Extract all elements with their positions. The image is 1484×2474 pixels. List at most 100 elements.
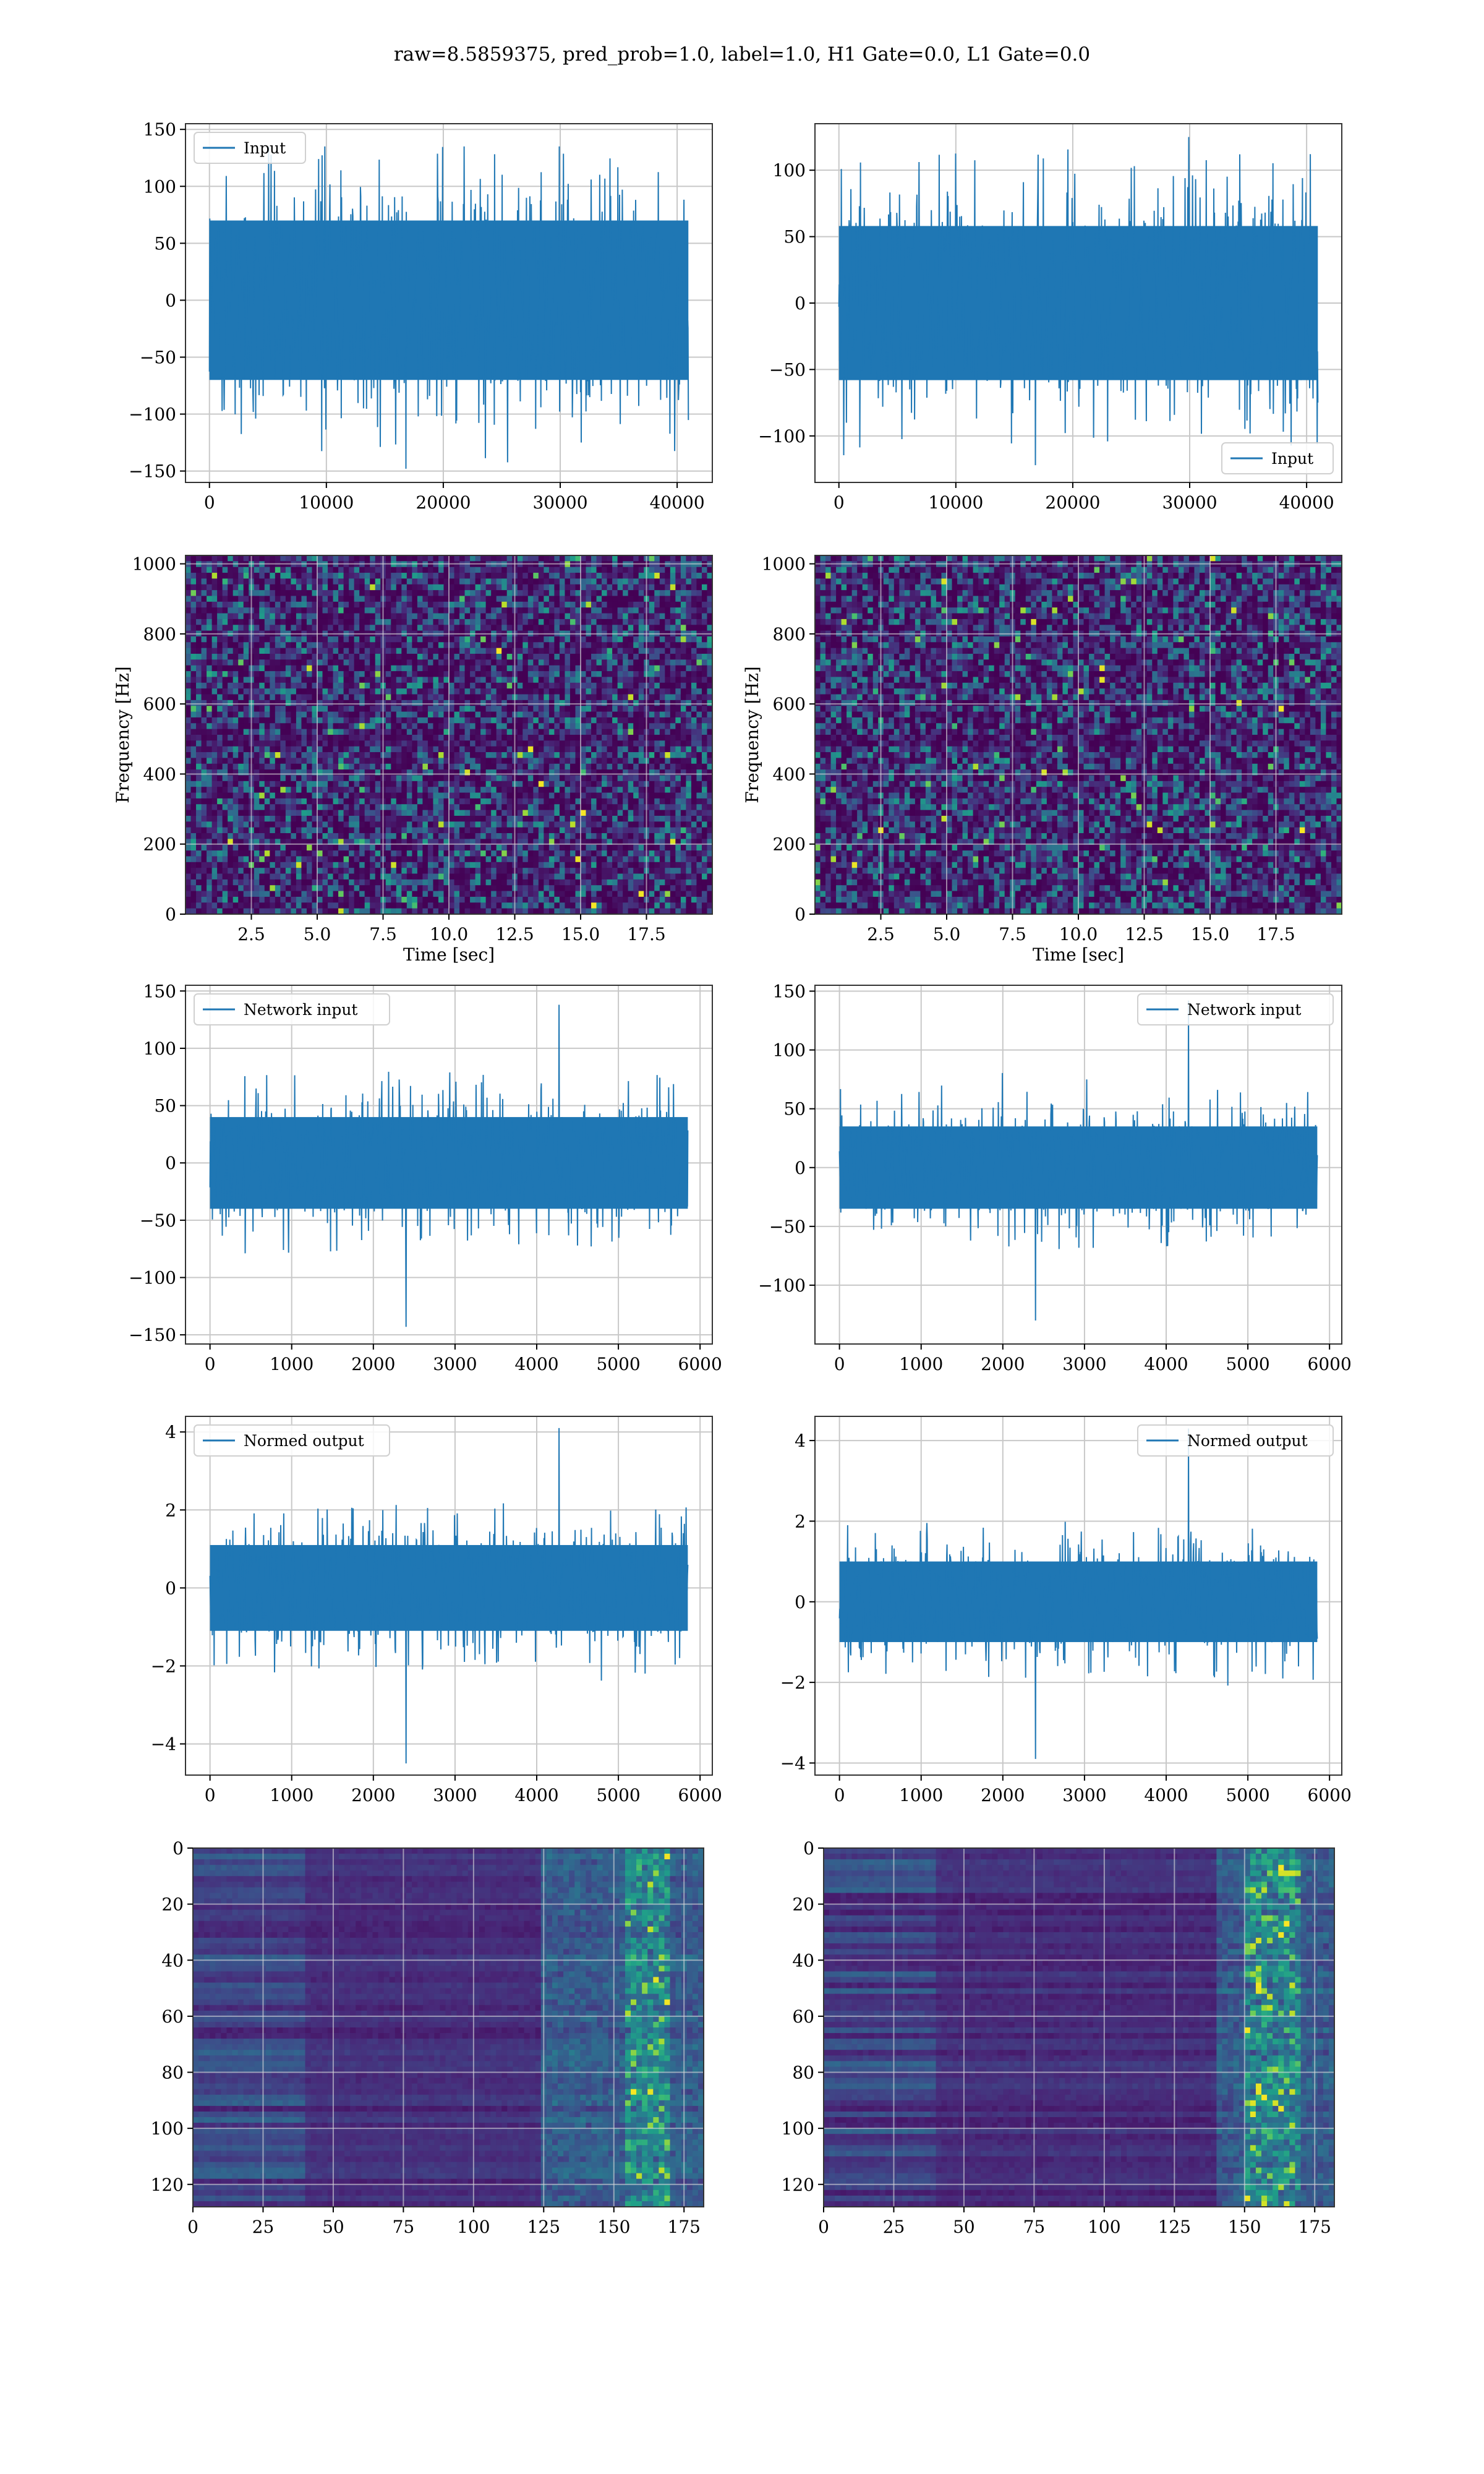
x-tick-label: 3000 [433,1785,477,1805]
x-tick-label: 25 [252,2217,275,2237]
y-tick-label: 0 [795,1158,806,1178]
figure-suptitle: raw=8.5859375, pred_prob=1.0, label=1.0,… [394,43,1090,66]
y-tick-label: −150 [129,461,176,482]
x-tick-label: 5000 [596,1785,640,1805]
y-tick-label: −50 [769,1217,806,1237]
y-tick-label: 80 [161,2063,184,2083]
y-tick-label: 0 [173,1838,184,1859]
y-tick-label: 20 [792,1894,814,1915]
y-tick-label: 100 [143,176,176,197]
x-tick-label: 2000 [351,1785,395,1805]
x-axis-label: Time [sec] [403,944,495,965]
y-tick-label: 50 [783,227,806,247]
y-tick-label: −2 [151,1656,176,1676]
x-tick-label: 4000 [514,1354,558,1374]
y-tick-label: 150 [143,981,176,1001]
x-tick-label: 0 [187,2217,198,2237]
x-tick-label: 12.5 [495,924,534,944]
x-tick-label: 75 [1023,2217,1046,2237]
x-tick-label: 150 [1228,2217,1261,2237]
y-tick-label: 4 [165,1422,176,1442]
y-tick-label: −100 [129,1268,176,1288]
x-tick-label: 30000 [532,492,587,513]
y-tick-label: 50 [783,1099,806,1119]
x-tick-label: 3000 [433,1354,477,1374]
y-tick-label: 120 [151,2175,184,2195]
x-tick-label: 5.0 [304,924,331,944]
legend-label: Normed output [1187,1432,1308,1450]
y-tick-label: 0 [165,1578,176,1598]
y-tick-label: 40 [792,1950,814,1971]
y-tick-label: 400 [143,764,176,784]
x-tick-label: 15.0 [561,924,600,944]
y-tick-label: 1000 [762,554,806,575]
x-tick-label: 3000 [1062,1354,1106,1374]
x-tick-label: 100 [1088,2217,1120,2237]
x-tick-label: 6000 [678,1354,722,1374]
y-tick-label: −150 [129,1325,176,1345]
x-tick-label: 4000 [1144,1354,1188,1374]
x-tick-label: 50 [322,2217,344,2237]
y-tick-label: 150 [143,119,176,140]
x-tick-label: 30000 [1162,492,1217,513]
x-tick-label: 17.5 [1256,924,1295,944]
x-tick-label: 1000 [899,1354,943,1374]
x-tick-label: 75 [393,2217,415,2237]
x-tick-label: 12.5 [1125,924,1163,944]
y-tick-label: −100 [758,426,806,447]
y-tick-label: 800 [143,624,176,644]
y-tick-label: 150 [773,982,806,1002]
legend: Normed output [1138,1425,1333,1456]
x-tick-label: 20000 [1045,492,1100,513]
x-tick-label: 0 [834,1785,845,1805]
x-tick-label: 2.5 [237,924,265,944]
y-tick-label: 800 [773,624,806,644]
x-tick-label: 0 [205,1785,216,1805]
legend: Input [194,132,305,163]
y-tick-label: −50 [140,347,176,367]
feature-map-image [824,1848,1335,2207]
legend-label: Normed output [244,1432,364,1450]
legend-label: Input [244,139,286,157]
x-tick-label: 0 [834,1354,845,1374]
x-tick-label: 2000 [981,1785,1025,1805]
y-tick-label: 80 [792,2063,814,2083]
x-tick-label: 2.5 [867,924,895,944]
y-tick-label: 100 [143,1038,176,1059]
x-tick-label: 7.5 [999,924,1026,944]
y-tick-label: 0 [795,1592,806,1612]
x-tick-label: 2000 [981,1354,1025,1374]
y-tick-label: 100 [773,1040,806,1061]
x-tick-label: 10000 [299,492,354,513]
legend-label: Network input [244,1001,357,1019]
x-tick-label: 7.5 [369,924,397,944]
x-tick-label: 5000 [596,1354,640,1374]
x-tick-label: 3000 [1062,1785,1106,1805]
x-tick-label: 6000 [678,1785,722,1805]
y-tick-label: 400 [773,764,806,784]
y-tick-label: 0 [165,904,176,925]
x-tick-label: 10.0 [1059,924,1098,944]
y-tick-label: 100 [151,2118,184,2139]
y-tick-label: −4 [780,1753,806,1773]
y-tick-label: −2 [780,1672,806,1693]
legend-label: Input [1271,450,1313,468]
x-tick-label: 4000 [1144,1785,1188,1805]
x-tick-label: 50 [953,2217,975,2237]
x-tick-label: 4000 [514,1785,558,1805]
legend: Input [1222,443,1333,474]
y-tick-label: 0 [165,290,176,310]
x-axis-label: Time [sec] [1033,944,1124,965]
x-tick-label: 125 [1158,2217,1191,2237]
legend-label: Network input [1187,1001,1301,1019]
x-tick-label: 125 [527,2217,560,2237]
x-tick-label: 0 [818,2217,829,2237]
x-tick-label: 5000 [1226,1785,1269,1805]
x-tick-label: 10000 [928,492,983,513]
y-tick-label: −100 [758,1275,806,1296]
y-tick-label: 40 [161,1950,184,1971]
subplot-spec-h1: 2.5 5.0 7.5 10.0 12.5 15.0 17.5020040060080010… [113,554,713,965]
y-tick-label: 60 [792,2006,814,2027]
